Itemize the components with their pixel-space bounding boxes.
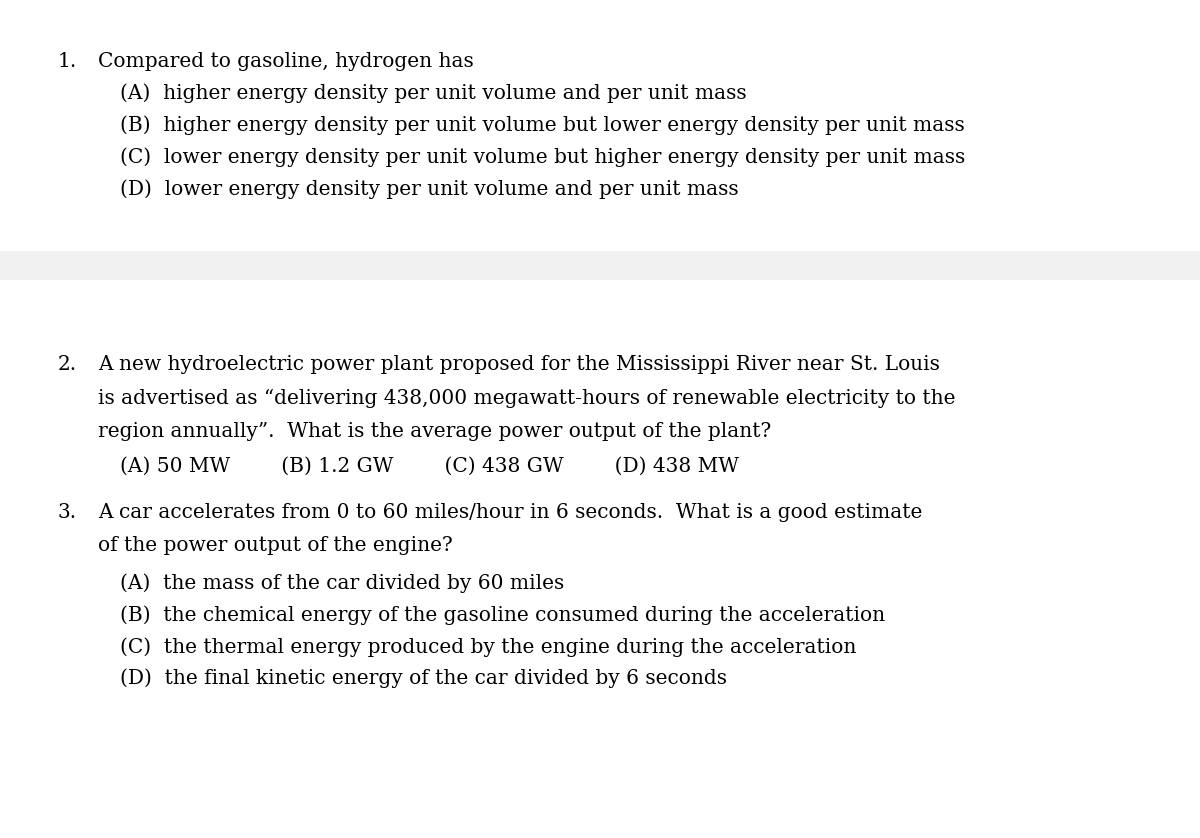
Text: is advertised as “delivering 438,000 megawatt-hours of renewable electricity to : is advertised as “delivering 438,000 meg…: [98, 389, 956, 408]
Text: 3.: 3.: [58, 503, 77, 522]
Text: (C)  the thermal energy produced by the engine during the acceleration: (C) the thermal energy produced by the e…: [120, 637, 857, 656]
Text: (A)  higher energy density per unit volume and per unit mass: (A) higher energy density per unit volum…: [120, 84, 746, 103]
Text: (D)  the final kinetic energy of the car divided by 6 seconds: (D) the final kinetic energy of the car …: [120, 669, 727, 688]
Text: Compared to gasoline, hydrogen has: Compared to gasoline, hydrogen has: [98, 52, 474, 71]
Text: A car accelerates from 0 to 60 miles/hour in 6 seconds.  What is a good estimate: A car accelerates from 0 to 60 miles/hou…: [98, 503, 923, 522]
Text: (A) 50 MW        (B) 1.2 GW        (C) 438 GW        (D) 438 MW: (A) 50 MW (B) 1.2 GW (C) 438 GW (D) 438 …: [120, 457, 739, 476]
FancyBboxPatch shape: [0, 251, 1200, 280]
Text: 1.: 1.: [58, 52, 77, 71]
Text: (C)  lower energy density per unit volume but higher energy density per unit mas: (C) lower energy density per unit volume…: [120, 147, 965, 167]
Text: A new hydroelectric power plant proposed for the Mississippi River near St. Loui: A new hydroelectric power plant proposed…: [98, 355, 941, 375]
Text: region annually”.  What is the average power output of the plant?: region annually”. What is the average po…: [98, 422, 772, 442]
Text: (B)  the chemical energy of the gasoline consumed during the acceleration: (B) the chemical energy of the gasoline …: [120, 605, 886, 624]
Text: (D)  lower energy density per unit volume and per unit mass: (D) lower energy density per unit volume…: [120, 179, 739, 199]
Text: of the power output of the engine?: of the power output of the engine?: [98, 536, 454, 556]
Text: 2.: 2.: [58, 355, 77, 375]
Text: (A)  the mass of the car divided by 60 miles: (A) the mass of the car divided by 60 mi…: [120, 573, 564, 592]
Text: (B)  higher energy density per unit volume but lower energy density per unit mas: (B) higher energy density per unit volum…: [120, 116, 965, 135]
